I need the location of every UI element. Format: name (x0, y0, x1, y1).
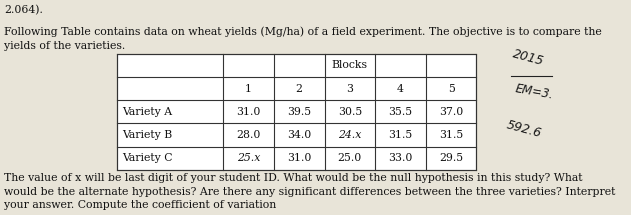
Text: 25.x: 25.x (237, 153, 261, 163)
Text: 24.x: 24.x (338, 130, 362, 140)
Text: 1: 1 (245, 84, 252, 94)
Text: 25.0: 25.0 (338, 153, 362, 163)
Text: 2: 2 (296, 84, 303, 94)
Text: 5: 5 (447, 84, 454, 94)
Text: 4: 4 (397, 84, 404, 94)
Text: 29.5: 29.5 (439, 153, 463, 163)
Text: Variety A: Variety A (122, 107, 172, 117)
Text: EM=3.: EM=3. (514, 82, 555, 101)
Text: Variety C: Variety C (122, 153, 172, 163)
Text: 31.5: 31.5 (439, 130, 463, 140)
Text: 33.0: 33.0 (388, 153, 413, 163)
Text: Variety B: Variety B (122, 130, 172, 140)
Text: 28.0: 28.0 (237, 130, 261, 140)
Text: Following Table contains data on wheat yields (Mg/ha) of a field experiment. The: Following Table contains data on wheat y… (4, 27, 602, 51)
Text: 34.0: 34.0 (287, 130, 311, 140)
Text: 31.0: 31.0 (287, 153, 312, 163)
Text: 37.0: 37.0 (439, 107, 463, 117)
Text: 31.0: 31.0 (237, 107, 261, 117)
Text: 3: 3 (346, 84, 353, 94)
Text: 35.5: 35.5 (389, 107, 413, 117)
Text: 39.5: 39.5 (287, 107, 311, 117)
Text: Blocks: Blocks (332, 60, 368, 70)
Text: 592.6: 592.6 (505, 118, 543, 140)
Text: The value of x will be last digit of your student ID. What would be the null hyp: The value of x will be last digit of you… (4, 173, 616, 210)
Text: 2015: 2015 (511, 47, 545, 68)
Text: 30.5: 30.5 (338, 107, 362, 117)
Text: 31.5: 31.5 (388, 130, 413, 140)
Bar (117, 54, 476, 170)
Text: 2.064).: 2.064). (4, 5, 44, 16)
